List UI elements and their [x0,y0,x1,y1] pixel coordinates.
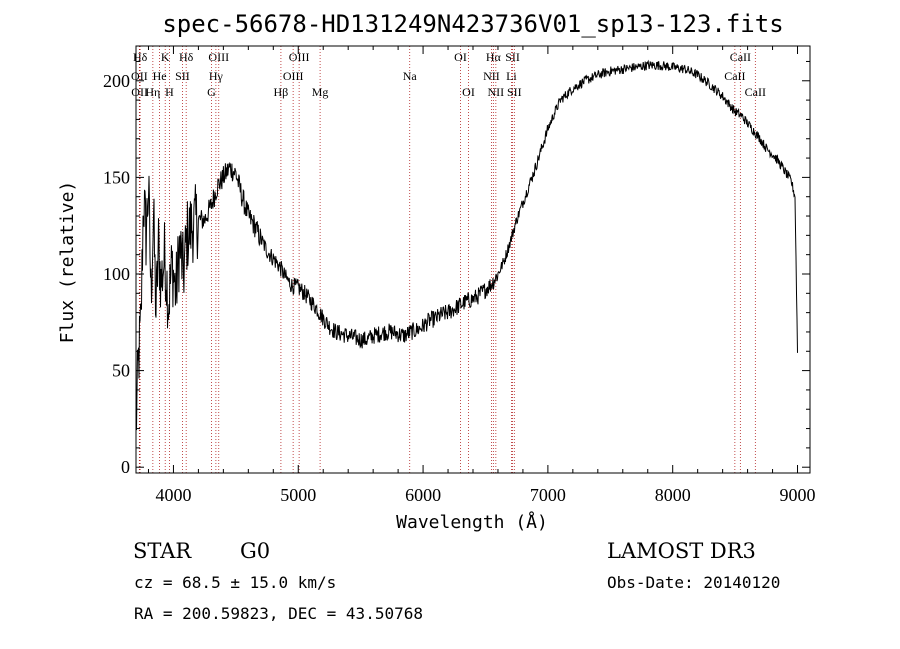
y-tick-label: 100 [103,264,130,284]
line-marker-label: Li [506,69,517,83]
x-tick-label: 9000 [780,485,816,505]
coordinates: RA = 200.59823, DEC = 43.50768 [134,604,423,623]
line-marker-label: CaII [745,85,766,99]
x-axis-label: Wavelength (Å) [396,511,548,533]
line-marker-label: Hβ [274,85,289,99]
chart-title: spec-56678-HD131249N423736V01_sp13-123.f… [162,10,783,38]
line-marker-label: He [153,69,167,83]
line-marker-label: SII [505,50,520,64]
redshift-value: cz = 68.5 ± 15.0 km/s [134,573,336,592]
y-tick-label: 200 [103,71,130,91]
y-tick-label: 150 [103,167,130,187]
x-tick-label: 5000 [280,485,316,505]
y-axis-label: Flux (relative) [57,181,78,344]
series-group [135,59,798,431]
spectrum-line [135,59,798,431]
line-marker-label: OIII [289,50,310,64]
line-marker-label: G [207,85,216,99]
line-marker-label: NII [483,69,500,83]
line-marker-label: Na [403,69,418,83]
object-class: STAR [133,539,192,563]
plot-frame [135,45,811,474]
line-marker-label: OII [131,85,148,99]
line-marker-label: H [165,85,174,99]
x-tick-label: 6000 [405,485,441,505]
line-marker-label: CaII [730,50,751,64]
y-tick-label: 0 [121,457,130,477]
line-marker-label: OIII [208,50,229,64]
x-tick-label: 4000 [155,485,191,505]
line-marker-label: OI [454,50,467,64]
line-marker-label: Hδ [133,50,148,64]
line-marker-label: SII [507,85,522,99]
axis-ticks: 4000 5000 6000 7000 8000 9000 0 50 100 150 200 [103,46,816,505]
line-marker-label: OI [462,85,475,99]
line-marker-label: OIII [283,69,304,83]
line-marker-label: K [161,50,170,64]
line-marker-label: Hα [486,50,502,64]
line-marker-label: Mg [312,85,329,99]
y-tick-label: 50 [112,361,130,381]
x-tick-label: 7000 [530,485,566,505]
line-marker-label: Hγ [209,69,224,83]
x-tick-label: 8000 [655,485,691,505]
obs-date: Obs-Date: 20140120 [607,573,780,592]
survey-name: LAMOST DR3 [607,539,756,563]
line-marker-label: Hη [145,85,160,99]
subclass: G0 [240,539,270,563]
line-marker-label: SII [175,69,190,83]
line-marker-label: Hδ [179,50,194,64]
line-marker-label: CaII [724,69,745,83]
line-marker-label: NII [488,85,505,99]
